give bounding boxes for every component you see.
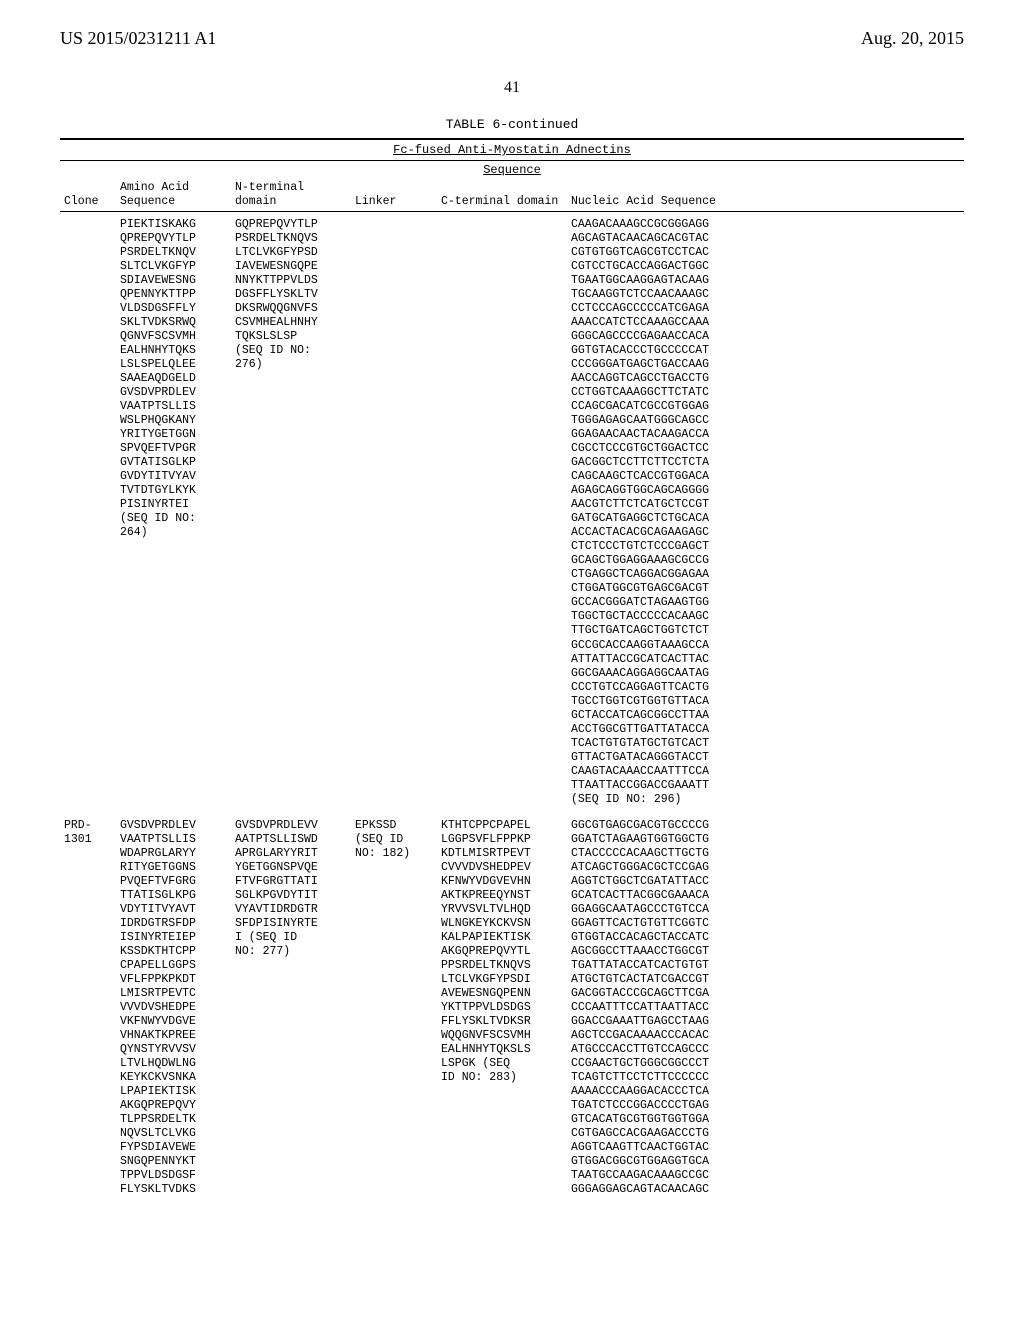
page-header: US 2015/0231211 A1 Aug. 20, 2015 [60, 28, 964, 49]
table-header-row: Clone Amino Acid Sequence N-terminal dom… [60, 179, 964, 211]
cell-nucleic: CAAGACAAAGCCGCGGGAGG AGCAGTACAACAGCACGTA… [567, 212, 964, 813]
cell-n-terminal: GQPREPQVYTLP PSRDELTKNQVS LTCLVKGFYPSD I… [231, 212, 351, 813]
cell-amino-acid: GVSDVPRDLEV VAATPTSLLIS WDAPRGLARYY RITY… [116, 813, 231, 1203]
col-c-terminal: C-terminal domain [437, 179, 567, 211]
col-clone: Clone [60, 179, 116, 211]
cell-n-terminal: GVSDVPRDLEVV AATPTSLLISWD APRGLARYYRIT Y… [231, 813, 351, 1203]
page-number: 41 [60, 79, 964, 97]
table-subtitle: Fc-fused Anti-Myostatin Adnectins [60, 140, 964, 160]
col-nucleic: Nucleic Acid Sequence [567, 179, 964, 211]
sequence-table: Clone Amino Acid Sequence N-terminal dom… [60, 179, 964, 1203]
page: US 2015/0231211 A1 Aug. 20, 2015 41 TABL… [0, 0, 1024, 1263]
cell-linker: EPKSSD (SEQ ID NO: 182) [351, 813, 437, 1203]
table-row: PIEKTISKAKG QPREPQVYTLP PSRDELTKNQV SLTC… [60, 212, 964, 813]
table-row: PRD- 1301 GVSDVPRDLEV VAATPTSLLIS WDAPRG… [60, 813, 964, 1203]
sequence-label: Sequence [60, 161, 964, 179]
cell-nucleic: GGCGTGAGCGACGTGCCCCG GGATCTAGAAGTGGTGGCT… [567, 813, 964, 1203]
cell-amino-acid: PIEKTISKAKG QPREPQVYTLP PSRDELTKNQV SLTC… [116, 212, 231, 813]
cell-c-terminal: KTHTCPPCPAPEL LGGPSVFLFPPKP KDTLMISRTPEV… [437, 813, 567, 1203]
cell-c-terminal [437, 212, 567, 813]
cell-clone: PRD- 1301 [60, 813, 116, 1203]
pub-date: Aug. 20, 2015 [861, 28, 964, 49]
cell-clone [60, 212, 116, 813]
cell-linker [351, 212, 437, 813]
col-linker: Linker [351, 179, 437, 211]
table-caption: TABLE 6-continued [60, 117, 964, 132]
pub-number: US 2015/0231211 A1 [60, 28, 216, 49]
col-amino-acid: Amino Acid Sequence [116, 179, 231, 211]
col-n-terminal: N-terminal domain [231, 179, 351, 211]
